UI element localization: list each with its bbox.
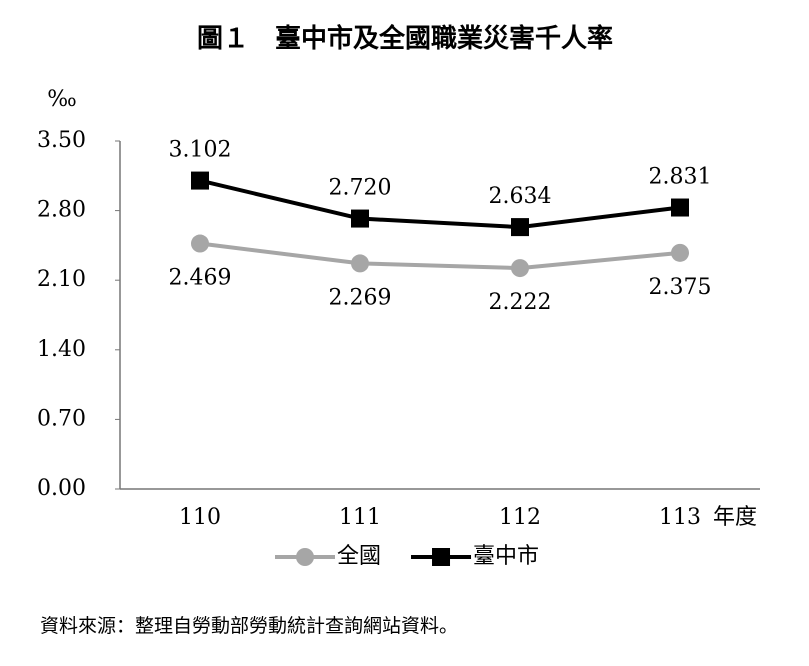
data-label: 2.831 — [649, 165, 712, 190]
data-label: 3.102 — [169, 138, 232, 163]
point — [671, 198, 689, 217]
point — [351, 209, 369, 228]
data-label: 2.375 — [649, 275, 712, 300]
x-tick-label: 110 — [179, 505, 221, 530]
legend-label: 全國 — [337, 544, 381, 569]
data-label: 2.222 — [489, 290, 552, 315]
point — [511, 218, 529, 237]
y-tick-label: 3.50 — [37, 128, 86, 153]
y-tick-label: 2.80 — [37, 198, 86, 223]
point — [671, 243, 689, 262]
point — [511, 259, 529, 278]
data-label: 2.720 — [329, 176, 392, 201]
data-label: 2.634 — [489, 184, 552, 209]
x-axis-label: 年度 — [713, 505, 757, 530]
legend-marker — [296, 548, 314, 566]
y-unit: ‰ — [47, 87, 77, 112]
point — [351, 254, 369, 273]
legend-marker — [432, 548, 451, 566]
x-tick-label: 112 — [499, 505, 541, 530]
point — [191, 171, 209, 190]
x-tick-label: 113 — [659, 505, 701, 530]
data-label: 2.469 — [169, 266, 232, 291]
y-tick-label: 0.00 — [37, 476, 86, 501]
y-tick-label: 2.10 — [37, 267, 86, 292]
legend-label: 臺中市 — [473, 544, 539, 569]
y-tick-label: 1.40 — [37, 337, 86, 362]
series-line — [199, 241, 681, 271]
source-note: 資料來源：整理自勞動部勞動統計查詢網站資料。 — [40, 615, 458, 637]
series-line — [199, 178, 681, 230]
data-label: 2.269 — [329, 285, 392, 310]
y-tick-label: 0.70 — [37, 406, 86, 431]
point — [191, 234, 209, 253]
chart-title: 圖１ 臺中市及全國職業災害千人率 — [197, 23, 613, 54]
x-tick-label: 111 — [339, 505, 381, 530]
